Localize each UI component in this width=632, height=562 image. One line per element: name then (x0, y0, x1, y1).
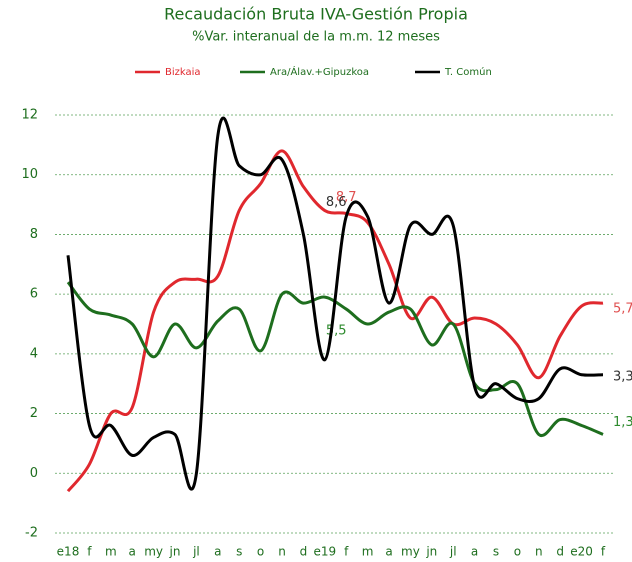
x-tick-label: a (214, 545, 221, 559)
x-tick-label: e19 (313, 545, 336, 559)
x-tick-label: f (344, 545, 349, 559)
y-tick-label: 8 (30, 227, 38, 242)
data-label: 1,3 (613, 415, 632, 430)
x-tick-label: a (385, 545, 392, 559)
x-tick-label: a (471, 545, 478, 559)
legend-label: T. Común (444, 66, 492, 78)
y-tick-label: 12 (21, 108, 38, 123)
x-tick-label: e18 (57, 545, 80, 559)
data-label: 3,3 (613, 369, 632, 384)
x-tick-label: s (493, 545, 499, 559)
x-tick-label: jl (192, 545, 200, 559)
x-tick-label: f (87, 545, 92, 559)
x-tick-label: jn (425, 545, 437, 559)
x-tick-label: d (300, 545, 308, 559)
y-tick-label: -2 (25, 526, 38, 541)
x-tick-label: n (278, 545, 286, 559)
x-tick-label: o (514, 545, 521, 559)
x-tick-label: jn (169, 545, 181, 559)
chart-subtitle: %Var. interanual de la m.m. 12 meses (192, 30, 440, 45)
y-tick-label: 4 (30, 346, 38, 361)
series-line (66, 116, 604, 491)
y-tick-label: 2 (30, 406, 38, 421)
x-tick-label: my (144, 545, 163, 559)
data-label: 5,5 (326, 324, 347, 339)
x-tick-label: jl (449, 545, 457, 559)
series-line (66, 149, 604, 493)
legend-label: Bizkaia (165, 67, 201, 78)
legend-label: Ara/Álav.+Gipuzkoa (270, 65, 369, 78)
x-tick-label: d (556, 545, 564, 559)
x-tick-label: o (257, 545, 264, 559)
data-label: 8,6 (326, 195, 347, 210)
x-tick-label: a (129, 545, 136, 559)
y-tick-label: 10 (21, 167, 38, 182)
x-tick-label: f (601, 545, 606, 559)
x-tick-label: e20 (570, 545, 593, 559)
x-tick-label: my (401, 545, 420, 559)
x-tick-label: n (535, 545, 543, 559)
x-tick-label: m (105, 545, 117, 559)
x-tick-label: s (236, 545, 242, 559)
y-tick-label: 0 (30, 466, 38, 481)
chart-title: Recaudación Bruta IVA-Gestión Propia (164, 5, 468, 24)
y-tick-label: 6 (30, 287, 38, 302)
data-label: 5,7 (613, 302, 632, 317)
data-label: 8,7 (336, 190, 357, 205)
x-tick-label: m (362, 545, 374, 559)
